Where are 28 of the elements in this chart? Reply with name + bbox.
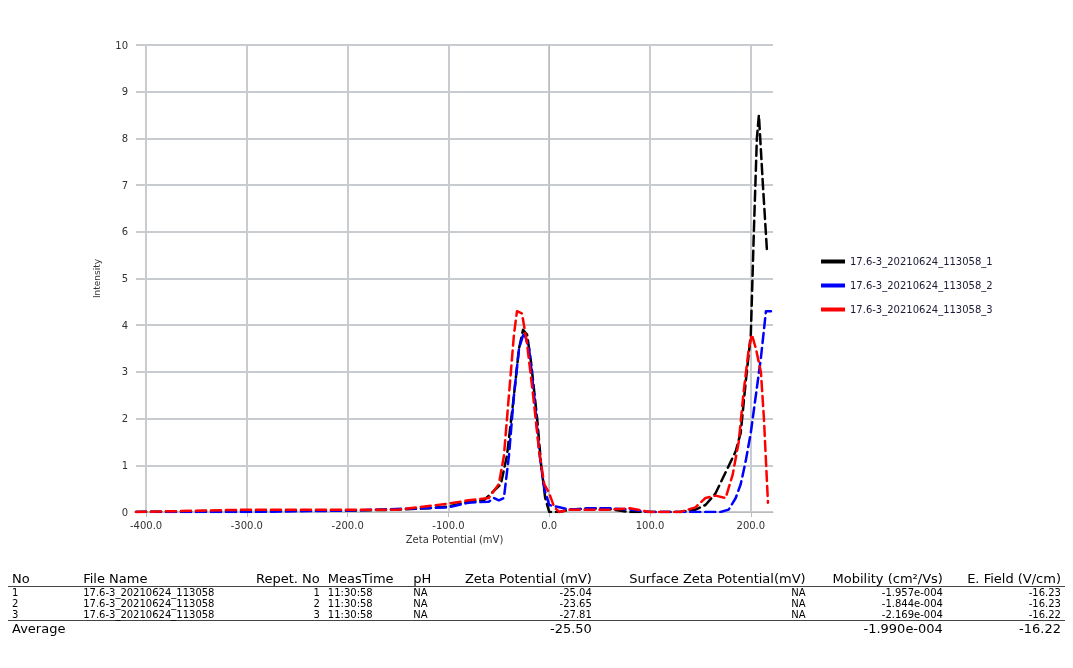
text: 3 17.6-3_20210624_113058 3 11:30:58 NA -27.81 NA -2.169e-004 -16.22 bbox=[12, 609, 1061, 620]
y-axis-title: Intensity bbox=[91, 258, 102, 299]
x-axis-title: Zeta Potential (mV) bbox=[405, 534, 504, 546]
x-tick-label: -400.0 bbox=[129, 519, 163, 531]
x-tick-label: -200.0 bbox=[331, 519, 364, 531]
text: Average -25.50 -1.990e-004 -16.22 bbox=[12, 621, 1061, 636]
y-tick-label: 7 bbox=[121, 179, 128, 191]
legend-label: 17.6-3_20210624_113058_3 bbox=[850, 304, 993, 316]
x-tick-label: 100.0 bbox=[635, 519, 665, 531]
y-tick-label: 0 bbox=[121, 506, 128, 518]
text: No File Name Repet. No MeasTime pH Zeta Potential (mV) Surface Zeta Potential(mV) Mobility (cm²/Vs) E. Field (V/cm) bbox=[12, 571, 1061, 586]
text: 1 17.6-3_20210624_113058 1 11:30:58 NA -25.04 NA -1.957e-004 -16.23 bbox=[12, 587, 1061, 598]
text: 2 17.6-3_20210624_113058 2 11:30:58 NA -23.65 NA -1.844e-004 -16.23 bbox=[12, 598, 1061, 609]
y-tick-label: 5 bbox=[121, 273, 128, 284]
y-tick-label: 9 bbox=[121, 86, 128, 98]
y-tick-label: 3 bbox=[121, 366, 128, 378]
y-tick-label: 6 bbox=[121, 226, 128, 238]
y-tick-label: 1 bbox=[121, 459, 128, 471]
x-tick-label: -100.0 bbox=[432, 519, 465, 531]
y-tick-label: 10 bbox=[115, 39, 128, 51]
x-tick-label: -300.0 bbox=[230, 519, 263, 531]
y-tick-label: 2 bbox=[121, 413, 128, 425]
legend-label: 17.6-3_20210624_113058_2 bbox=[850, 280, 993, 292]
x-tick-label: 0.0 bbox=[541, 519, 558, 531]
legend-label: 17.6-3_20210624_113058_1 bbox=[850, 256, 993, 268]
x-tick-label: 200.0 bbox=[736, 519, 766, 531]
y-tick-label: 8 bbox=[121, 132, 128, 144]
y-tick-label: 4 bbox=[121, 319, 128, 331]
